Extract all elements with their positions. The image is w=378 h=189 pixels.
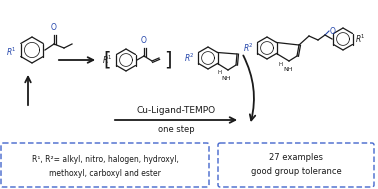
Text: R¹, R²= alkyl, nitro, halogen, hydroxyl,: R¹, R²= alkyl, nitro, halogen, hydroxyl, — [31, 154, 178, 163]
Text: $R^1$: $R^1$ — [6, 46, 17, 58]
Text: $R^2$: $R^2$ — [243, 42, 254, 54]
Text: $R^1$: $R^1$ — [355, 33, 366, 45]
Text: H: H — [218, 70, 222, 75]
Text: NH: NH — [221, 76, 231, 81]
Text: one step: one step — [158, 125, 194, 134]
Text: NH: NH — [283, 67, 293, 72]
Text: good group tolerance: good group tolerance — [251, 167, 341, 177]
Text: [: [ — [103, 50, 110, 70]
Text: $R^1$: $R^1$ — [102, 54, 113, 66]
Text: H: H — [279, 63, 283, 67]
Text: O: O — [330, 28, 336, 36]
Text: O: O — [51, 23, 57, 32]
Text: methoxyl, carboxyl and ester: methoxyl, carboxyl and ester — [49, 169, 161, 177]
FancyBboxPatch shape — [218, 143, 374, 187]
Text: Cu-Ligand-TEMPO: Cu-Ligand-TEMPO — [136, 106, 215, 115]
Text: O: O — [141, 36, 147, 45]
Text: $R^2$: $R^2$ — [184, 52, 195, 64]
Text: 27 examples: 27 examples — [269, 153, 323, 163]
FancyBboxPatch shape — [1, 143, 209, 187]
Text: ]: ] — [164, 50, 172, 70]
